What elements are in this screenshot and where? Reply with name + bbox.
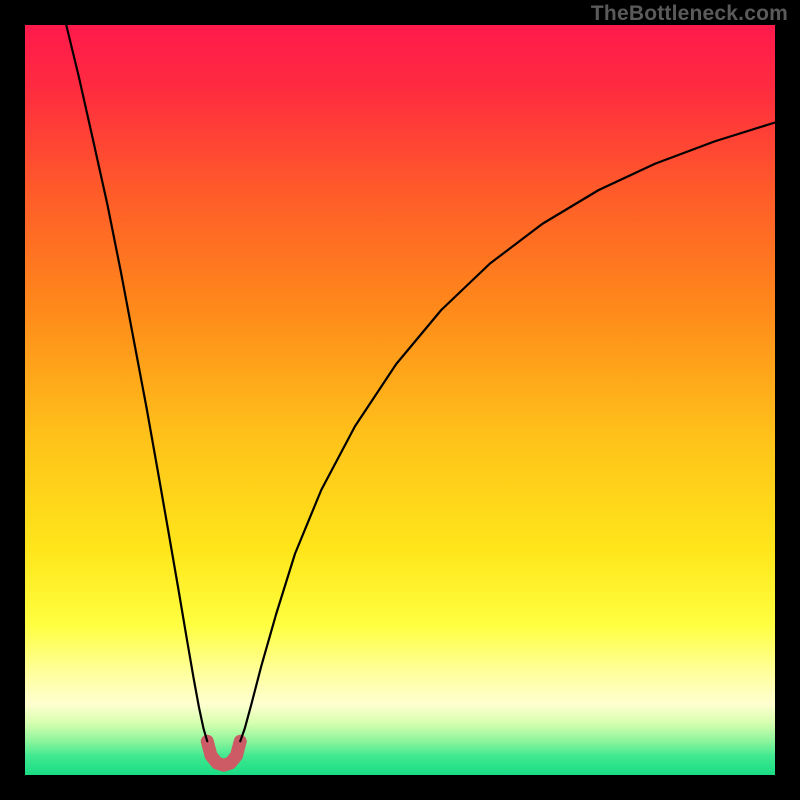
chart-background xyxy=(25,25,775,775)
watermark-text: TheBottleneck.com xyxy=(591,2,788,26)
chart-frame xyxy=(0,0,800,800)
bottleneck-chart xyxy=(25,25,775,775)
plot-area xyxy=(25,25,775,775)
